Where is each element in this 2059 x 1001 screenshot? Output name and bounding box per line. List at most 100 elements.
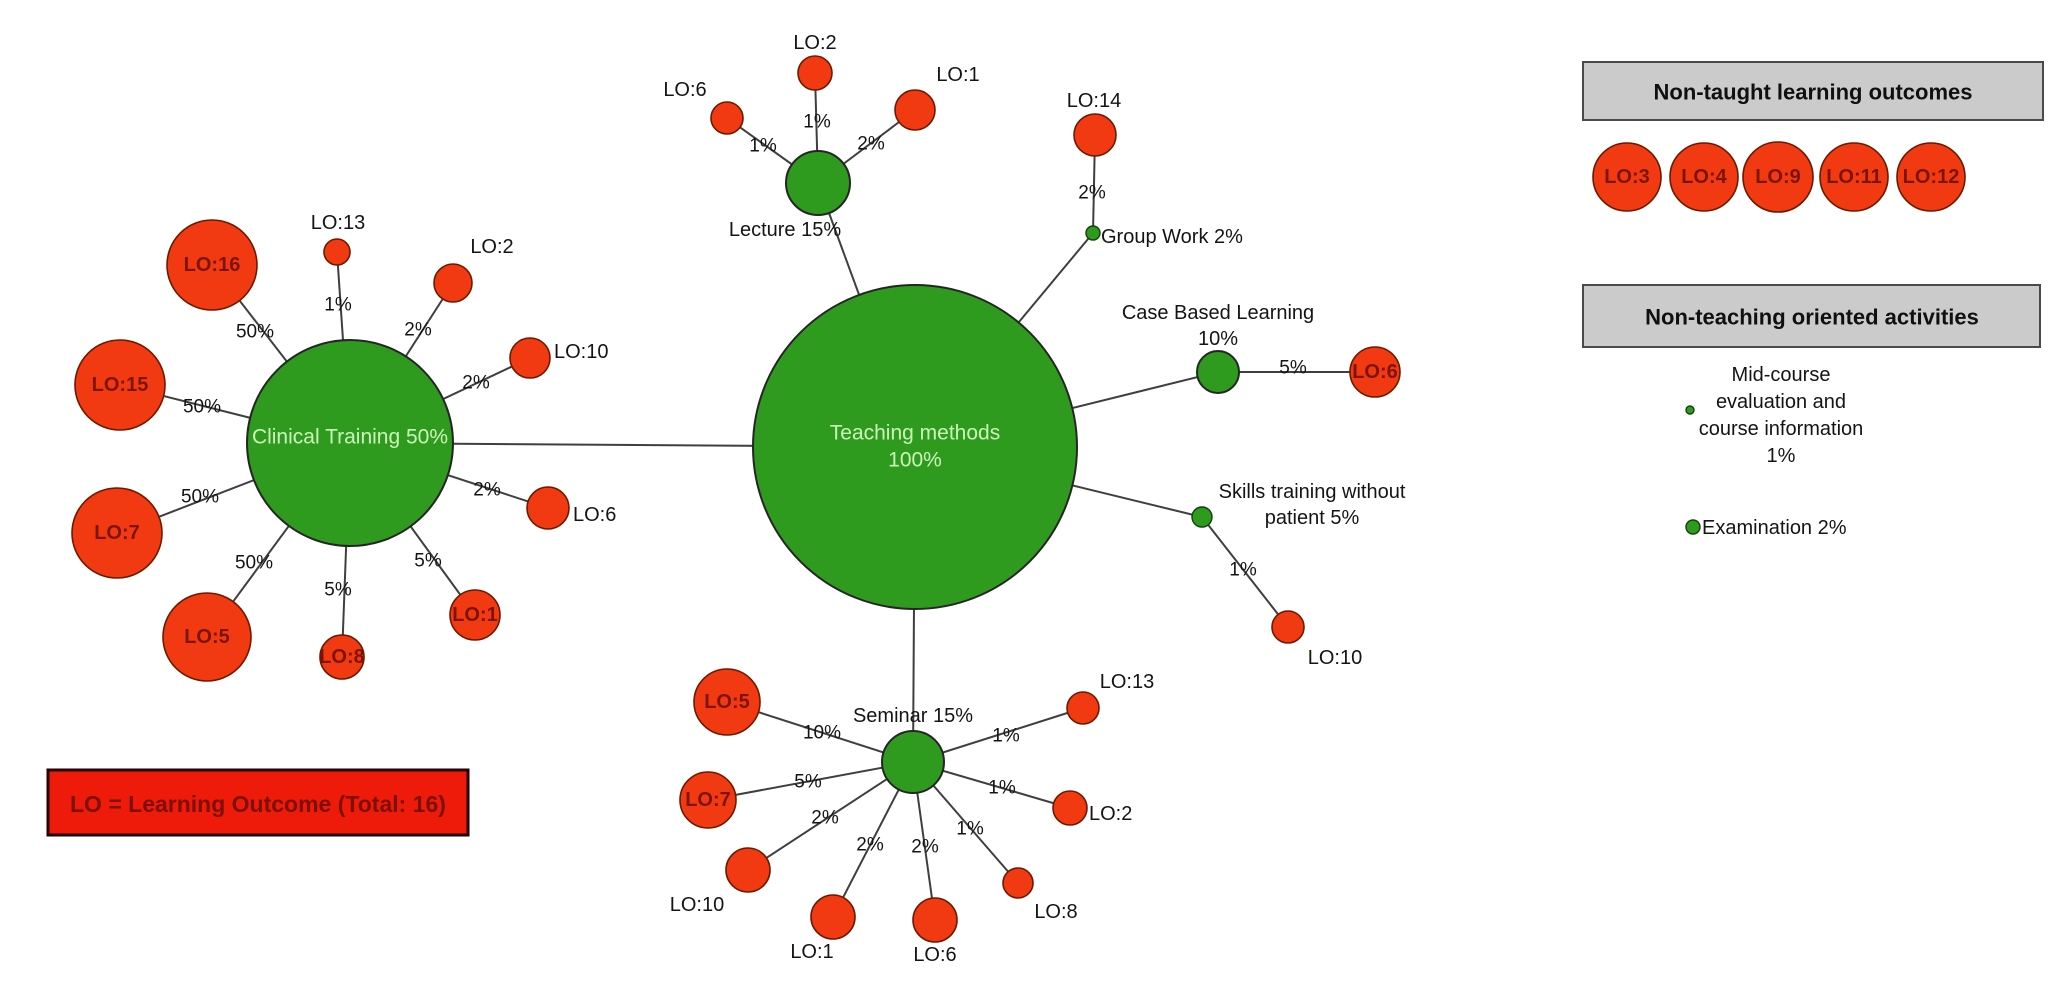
label-p4-0: LO:4: [1681, 166, 1727, 188]
edge-label-casebased-cb6: 5%: [1279, 358, 1307, 379]
edge-seminar-m7: [707, 761, 914, 801]
label-midcourse-3: 1%: [1767, 445, 1796, 467]
label-c15-0: LO:15: [92, 374, 149, 396]
panel-non-taught: Non-taught learning outcomes: [1582, 61, 2044, 121]
label-m10-0: LO:10: [670, 894, 724, 916]
node-c6: [526, 486, 570, 530]
node-p9: [1742, 141, 1814, 213]
node-exam: [1685, 519, 1701, 535]
label-c2-0: LO:2: [470, 236, 513, 258]
label-p11-0: LO:11: [1826, 166, 1882, 188]
non-teaching-header-box: [1582, 284, 2041, 348]
label-m6-0: LO:6: [913, 944, 956, 966]
edge-label-clinical-c16: 50%: [236, 322, 274, 343]
node-lo14: [1073, 113, 1117, 157]
edge-label-clinical-c15: 50%: [183, 397, 221, 418]
node-c7: [71, 487, 163, 579]
edge-label-seminar-m13: 1%: [992, 726, 1020, 747]
edge-label-lecture-l6: 1%: [749, 136, 777, 157]
node-m13: [1066, 691, 1100, 725]
label-m5-0: LO:5: [704, 691, 750, 713]
edge-seminar-m10: [747, 761, 914, 871]
node-lecture: [785, 150, 851, 216]
node-m2: [1052, 790, 1088, 826]
label-clinical-0: Clinical Training 50%: [252, 426, 448, 449]
label-skills-1: patient 5%: [1265, 507, 1360, 529]
node-m7: [679, 771, 737, 829]
label-c16-0: LO:16: [184, 254, 241, 276]
label-c5-0: LO:5: [184, 626, 230, 648]
node-m8: [1002, 867, 1034, 899]
node-c5: [162, 592, 252, 682]
label-l1-0: LO:1: [936, 64, 979, 86]
node-p4: [1669, 142, 1739, 212]
node-c2: [433, 263, 473, 303]
label-p9-0: LO:9: [1755, 166, 1801, 188]
label-c13-0: LO:13: [311, 212, 365, 234]
node-midcourse: [1685, 405, 1695, 415]
label-groupwork-0: Group Work 2%: [1101, 226, 1243, 248]
node-m6: [912, 897, 958, 943]
label-c8-0: LO:8: [319, 646, 365, 668]
edge-label-seminar-m1: 2%: [856, 835, 884, 856]
label-p3-0: LO:3: [1604, 166, 1650, 188]
node-c10: [509, 337, 551, 379]
edge-label-seminar-m10: 2%: [811, 808, 839, 829]
node-casebased: [1196, 350, 1240, 394]
label-teaching-1: 100%: [888, 449, 942, 472]
lo-legend-box: [46, 768, 470, 837]
label-s10-0: LO:10: [1308, 647, 1362, 669]
edge-label-lecture-l1: 2%: [857, 134, 885, 155]
label-skills-0: Skills training without: [1219, 481, 1406, 503]
node-c8: [319, 634, 365, 680]
node-m10: [725, 847, 771, 893]
lo-legend-text: LO = Learning Outcome (Total: 16): [70, 791, 446, 817]
label-midcourse-2: course information: [1699, 418, 1864, 440]
node-groupwork: [1085, 225, 1101, 241]
label-exam-0: Examination 2%: [1702, 517, 1847, 539]
edge-skills-s10: [1201, 516, 1289, 628]
label-midcourse-0: Mid-course: [1732, 364, 1831, 386]
node-seminar: [881, 730, 945, 794]
node-m5: [693, 668, 761, 736]
label-lecture-0: Lecture 15%: [729, 219, 842, 241]
node-p12: [1896, 142, 1966, 212]
node-teaching: [752, 284, 1078, 610]
label-m1-0: LO:1: [790, 941, 833, 963]
edge-label-clinical-c7: 50%: [181, 487, 219, 508]
label-teaching-0: Teaching methods: [830, 422, 1000, 445]
node-c13: [323, 238, 351, 266]
node-l2: [797, 55, 833, 91]
label-c1-0: LO:1: [452, 604, 498, 626]
labels-layer: 50%1%2%2%50%50%50%5%5%2%1%1%2%2%5%1%10%5…: [92, 32, 1960, 966]
label-casebased-0: Case Based Learning: [1122, 302, 1314, 324]
lo-legend: LO = Learning Outcome (Total: 16): [46, 768, 470, 837]
label-m13-0: LO:13: [1100, 671, 1154, 693]
node-cb6: [1349, 346, 1401, 398]
edge-label-clinical-c5: 50%: [235, 553, 273, 574]
edge-label-seminar-m8: 1%: [956, 819, 984, 840]
node-c15: [74, 339, 166, 431]
node-skills: [1191, 506, 1213, 528]
label-l2-0: LO:2: [793, 32, 836, 54]
node-p3: [1592, 142, 1662, 212]
label-casebased-1: 10%: [1198, 328, 1238, 350]
edge-label-seminar-m2: 1%: [988, 778, 1016, 799]
panel-non-teaching: Non-teaching oriented activities: [1582, 284, 2041, 348]
label-seminar-0: Seminar 15%: [853, 705, 973, 727]
edge-label-seminar-m6: 2%: [911, 837, 939, 858]
label-c6-0: LO:6: [573, 504, 616, 526]
label-m7-0: LO:7: [685, 789, 731, 811]
edge-label-clinical-c2: 2%: [404, 320, 432, 341]
node-s10: [1271, 610, 1305, 644]
label-m8-0: LO:8: [1034, 901, 1077, 923]
edge-label-lecture-l2: 1%: [803, 112, 831, 133]
label-c10-0: LO:10: [554, 341, 608, 363]
nodes-layer: [71, 55, 1966, 943]
node-clinical: [246, 339, 454, 547]
edge-label-clinical-c13: 1%: [324, 295, 352, 316]
node-p11: [1819, 142, 1889, 212]
non-taught-header-title: Non-taught learning outcomes: [1654, 80, 1973, 105]
edge-label-clinical-c6: 2%: [473, 480, 501, 501]
node-l1: [894, 89, 936, 131]
